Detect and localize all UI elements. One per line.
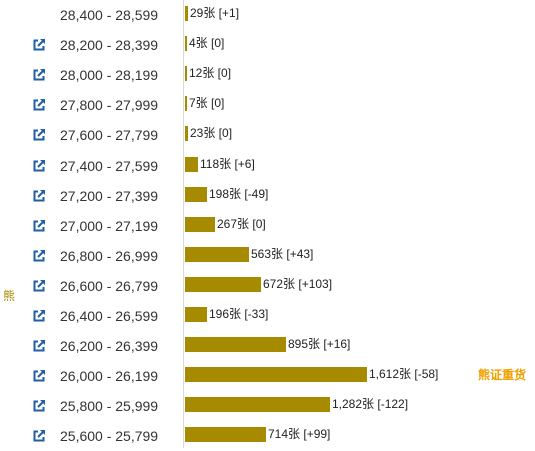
count-label: 563张 [+43] <box>251 246 314 261</box>
count-label: 29张 [+1] <box>190 6 240 20</box>
count-label: 118张 [+6] <box>200 156 255 171</box>
count-label: 12张 [0] <box>189 66 232 81</box>
table-row: 26,400 - 26,599 196张 [-33] <box>0 301 535 331</box>
count-label: 4张 [0] <box>189 36 225 51</box>
count-bar <box>185 307 207 322</box>
table-row: 26,200 - 26,399 895张 [+16] <box>0 331 535 361</box>
count-bar <box>185 126 188 142</box>
external-link-icon[interactable] <box>32 68 46 82</box>
table-row: 26,800 - 26,999 563张 [+43] <box>0 241 535 271</box>
price-range: 26,200 - 26,399 <box>60 338 159 355</box>
price-range: 26,600 - 26,799 <box>60 277 159 294</box>
bear-side-label: 熊 <box>3 289 16 303</box>
price-range: 26,800 - 26,999 <box>60 247 159 264</box>
count-bar <box>185 216 215 232</box>
price-range: 28,000 - 28,199 <box>60 67 159 84</box>
price-range: 27,800 - 27,999 <box>60 97 159 114</box>
bear-heavy-tag: 熊证重货 <box>478 368 527 382</box>
count-bar <box>185 246 249 262</box>
price-range: 27,000 - 27,199 <box>60 217 159 234</box>
table-row: 27,200 - 27,399 198张 [-49] <box>0 181 535 211</box>
count-label: 672张 [+103] <box>263 276 333 291</box>
table-row: 25,800 - 25,999 1,282张 [-122] <box>0 391 535 421</box>
external-link-icon[interactable] <box>32 249 46 263</box>
count-bar <box>185 367 367 383</box>
count-bar <box>185 96 187 112</box>
external-link-icon[interactable] <box>32 279 46 293</box>
count-bar <box>185 276 261 292</box>
count-label: 267张 [0] <box>217 216 266 231</box>
external-link-icon[interactable] <box>32 189 46 203</box>
count-bar <box>185 36 187 52</box>
count-bar <box>185 337 286 353</box>
count-bar <box>185 156 198 172</box>
external-link-icon[interactable] <box>32 309 46 323</box>
count-label: 895张 [+16] <box>288 337 351 352</box>
external-link-icon[interactable] <box>32 219 46 233</box>
count-label: 23张 [0] <box>190 126 233 141</box>
price-range: 25,800 - 25,999 <box>60 398 159 415</box>
table-row: 27,000 - 27,199 267张 [0] <box>0 211 535 241</box>
table-row: 25,600 - 25,799 714张 [+99] <box>0 421 535 451</box>
count-label: 1,282张 [-122] <box>332 397 409 412</box>
external-link-icon[interactable] <box>32 429 46 443</box>
count-label: 1,612张 [-58] <box>369 367 439 382</box>
external-link-icon[interactable] <box>32 159 46 173</box>
table-row: 26,600 - 26,799 672张 [+103] <box>0 271 535 301</box>
table-row: 28,200 - 28,399 4张 [0] <box>0 30 535 60</box>
table-row: 28,000 - 28,199 12张 [0] <box>0 60 535 90</box>
price-range: 26,000 - 26,199 <box>60 368 159 385</box>
price-range: 27,600 - 27,799 <box>60 127 159 144</box>
count-bar <box>185 427 266 443</box>
external-link-icon[interactable] <box>32 399 46 413</box>
external-link-icon[interactable] <box>32 38 46 52</box>
price-range: 27,200 - 27,399 <box>60 187 159 204</box>
external-link-icon[interactable] <box>32 369 46 383</box>
count-bar <box>185 186 207 202</box>
table-row: 28,400 - 28,599 29张 [+1] <box>0 0 535 30</box>
external-link-icon[interactable] <box>32 98 46 112</box>
table-row: 27,600 - 27,799 23张 [0] <box>0 120 535 150</box>
count-bar <box>185 397 330 413</box>
external-link-icon[interactable] <box>32 339 46 353</box>
table-row: 26,000 - 26,199 1,612张 [-58] <box>0 361 535 391</box>
count-bar <box>185 6 188 21</box>
price-range: 28,200 - 28,399 <box>60 37 159 54</box>
price-range: 26,400 - 26,599 <box>60 308 159 324</box>
table-row: 27,800 - 27,999 7张 [0] <box>0 90 535 120</box>
table-row: 27,400 - 27,599 118张 [+6] <box>0 151 535 181</box>
count-bar <box>185 66 187 82</box>
axis-line <box>183 0 184 448</box>
count-label: 7张 [0] <box>189 96 225 111</box>
price-range: 28,400 - 28,599 <box>60 7 159 23</box>
price-range: 27,400 - 27,599 <box>60 157 159 174</box>
count-label: 196张 [-33] <box>209 307 269 321</box>
external-link-icon[interactable] <box>32 128 46 142</box>
price-range: 25,600 - 25,799 <box>60 428 159 445</box>
count-label: 714张 [+99] <box>268 427 331 442</box>
count-label: 198张 [-49] <box>209 186 269 201</box>
